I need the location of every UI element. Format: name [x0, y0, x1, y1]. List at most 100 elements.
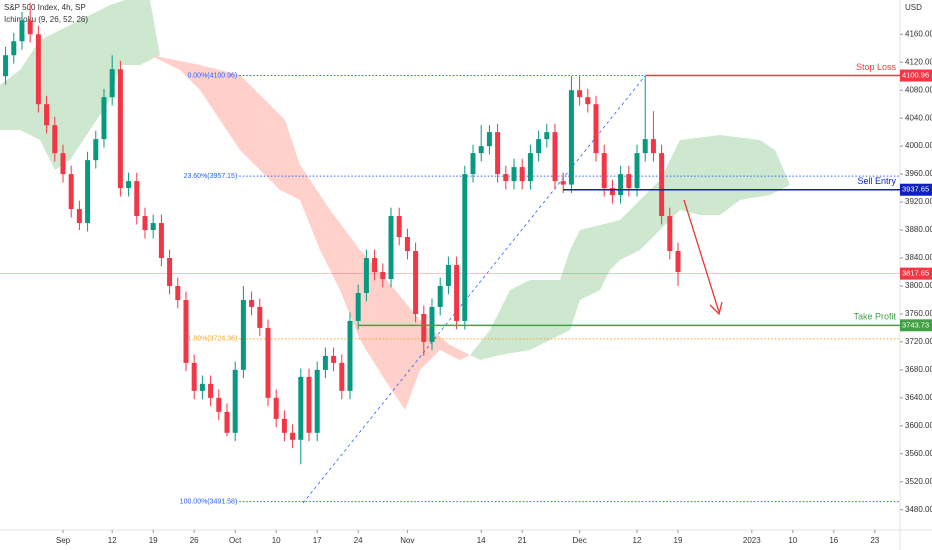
price-tag: [900, 183, 932, 196]
y-tick-label: 3880.00: [905, 225, 932, 234]
candle-body: [314, 369, 320, 433]
x-tick-label: 12: [108, 536, 117, 545]
candle-body: [331, 355, 337, 363]
candle-body: [142, 216, 148, 231]
candle-body: [372, 258, 378, 272]
candle-body: [101, 97, 107, 140]
fib-label: 23.60%(3957.15): [184, 173, 238, 180]
trade-level-label: Stop Loss: [856, 62, 897, 72]
candle-body: [339, 362, 345, 391]
x-tick-label: Nov: [400, 536, 414, 545]
candle-body: [552, 132, 558, 182]
x-tick-label: 2023: [743, 536, 761, 545]
candle-body: [544, 132, 550, 140]
y-tick-label: 3640.00: [905, 393, 932, 402]
candle-body: [626, 174, 632, 189]
price-tag: [900, 319, 932, 332]
candle-body: [642, 139, 648, 154]
cloud-red: [150, 55, 470, 410]
candle-body: [298, 376, 304, 440]
price-tag-label: 3743.73: [902, 320, 929, 329]
candle-body: [568, 90, 574, 185]
y-tick-label: 4160.00: [905, 29, 932, 38]
y-tick-label: 3920.00: [905, 197, 932, 206]
candle-body: [659, 153, 665, 217]
candle-body: [52, 125, 58, 154]
candle-body: [281, 418, 287, 433]
price-tag-label: 3817.65: [902, 269, 929, 278]
candle-body: [109, 69, 115, 98]
x-tick-label: 17: [313, 536, 322, 545]
candle-body: [19, 20, 25, 42]
x-tick-label: 26: [190, 536, 199, 545]
candle-body: [519, 167, 525, 182]
candle-body: [76, 209, 82, 224]
candle-body: [322, 355, 328, 370]
candle-body: [134, 181, 140, 217]
candle-body: [560, 181, 566, 185]
candle-body: [675, 251, 681, 272]
candle-body: [3, 55, 9, 77]
candle-body: [577, 90, 583, 98]
candle-body: [216, 397, 222, 412]
candle-body: [527, 153, 533, 182]
candle-body: [306, 376, 312, 433]
candle-body: [199, 383, 205, 391]
candle-body: [585, 97, 591, 105]
candle-body: [183, 299, 189, 363]
candle-body: [404, 237, 410, 252]
candle-body: [454, 265, 460, 321]
y-tick-label: 3560.00: [905, 449, 932, 458]
axis-unit: USD: [905, 3, 922, 12]
candle-body: [158, 223, 164, 259]
candle-body: [363, 258, 369, 293]
candle-body: [380, 271, 386, 279]
cloud-green: [470, 135, 790, 360]
y-tick-label: 3760.00: [905, 309, 932, 318]
y-tick-label: 3680.00: [905, 365, 932, 374]
candle-body: [150, 223, 156, 231]
x-tick-label: Dec: [572, 536, 586, 545]
candle-body: [60, 153, 66, 175]
candle-body: [355, 292, 361, 321]
candle-body: [175, 285, 181, 300]
candle-body: [511, 167, 517, 182]
candle-body: [290, 432, 296, 440]
arrow-head: [709, 301, 723, 316]
candle-body: [634, 153, 640, 189]
candle-body: [347, 320, 353, 391]
x-tick-label: 19: [149, 536, 158, 545]
candle-body: [117, 69, 123, 189]
fib-label: 61.80%(3724.36): [184, 336, 238, 343]
candle-body: [470, 153, 476, 175]
candle-body: [191, 362, 197, 391]
candle-body: [388, 216, 394, 279]
x-tick-label: 14: [477, 536, 486, 545]
y-tick-label: 3600.00: [905, 421, 932, 430]
price-tag-label: 4100.96: [902, 71, 929, 80]
candle-body: [126, 181, 132, 189]
y-tick-label: 3480.00: [905, 505, 932, 514]
candle-body: [224, 411, 230, 433]
price-tag: [900, 69, 932, 82]
candle-body: [93, 139, 99, 161]
x-tick-label: Oct: [229, 536, 242, 545]
candle-body: [593, 104, 599, 154]
candle-body: [609, 188, 615, 196]
candle-body: [462, 174, 468, 321]
candle-body: [68, 174, 74, 210]
x-tick-label: 10: [272, 536, 281, 545]
candle-body: [265, 327, 271, 398]
y-tick-label: 4080.00: [905, 85, 932, 94]
trade-level-label: Sell Entry: [857, 176, 896, 186]
candle-body: [495, 132, 501, 175]
candle-body: [437, 285, 443, 307]
candle-body: [486, 132, 492, 147]
candle-body: [11, 41, 17, 56]
y-tick-label: 4000.00: [905, 141, 932, 150]
candle-body: [503, 174, 509, 182]
arrow: [683, 199, 720, 313]
fib-label: 100.00%(3491.58): [180, 498, 238, 505]
y-tick-label: 3720.00: [905, 337, 932, 346]
